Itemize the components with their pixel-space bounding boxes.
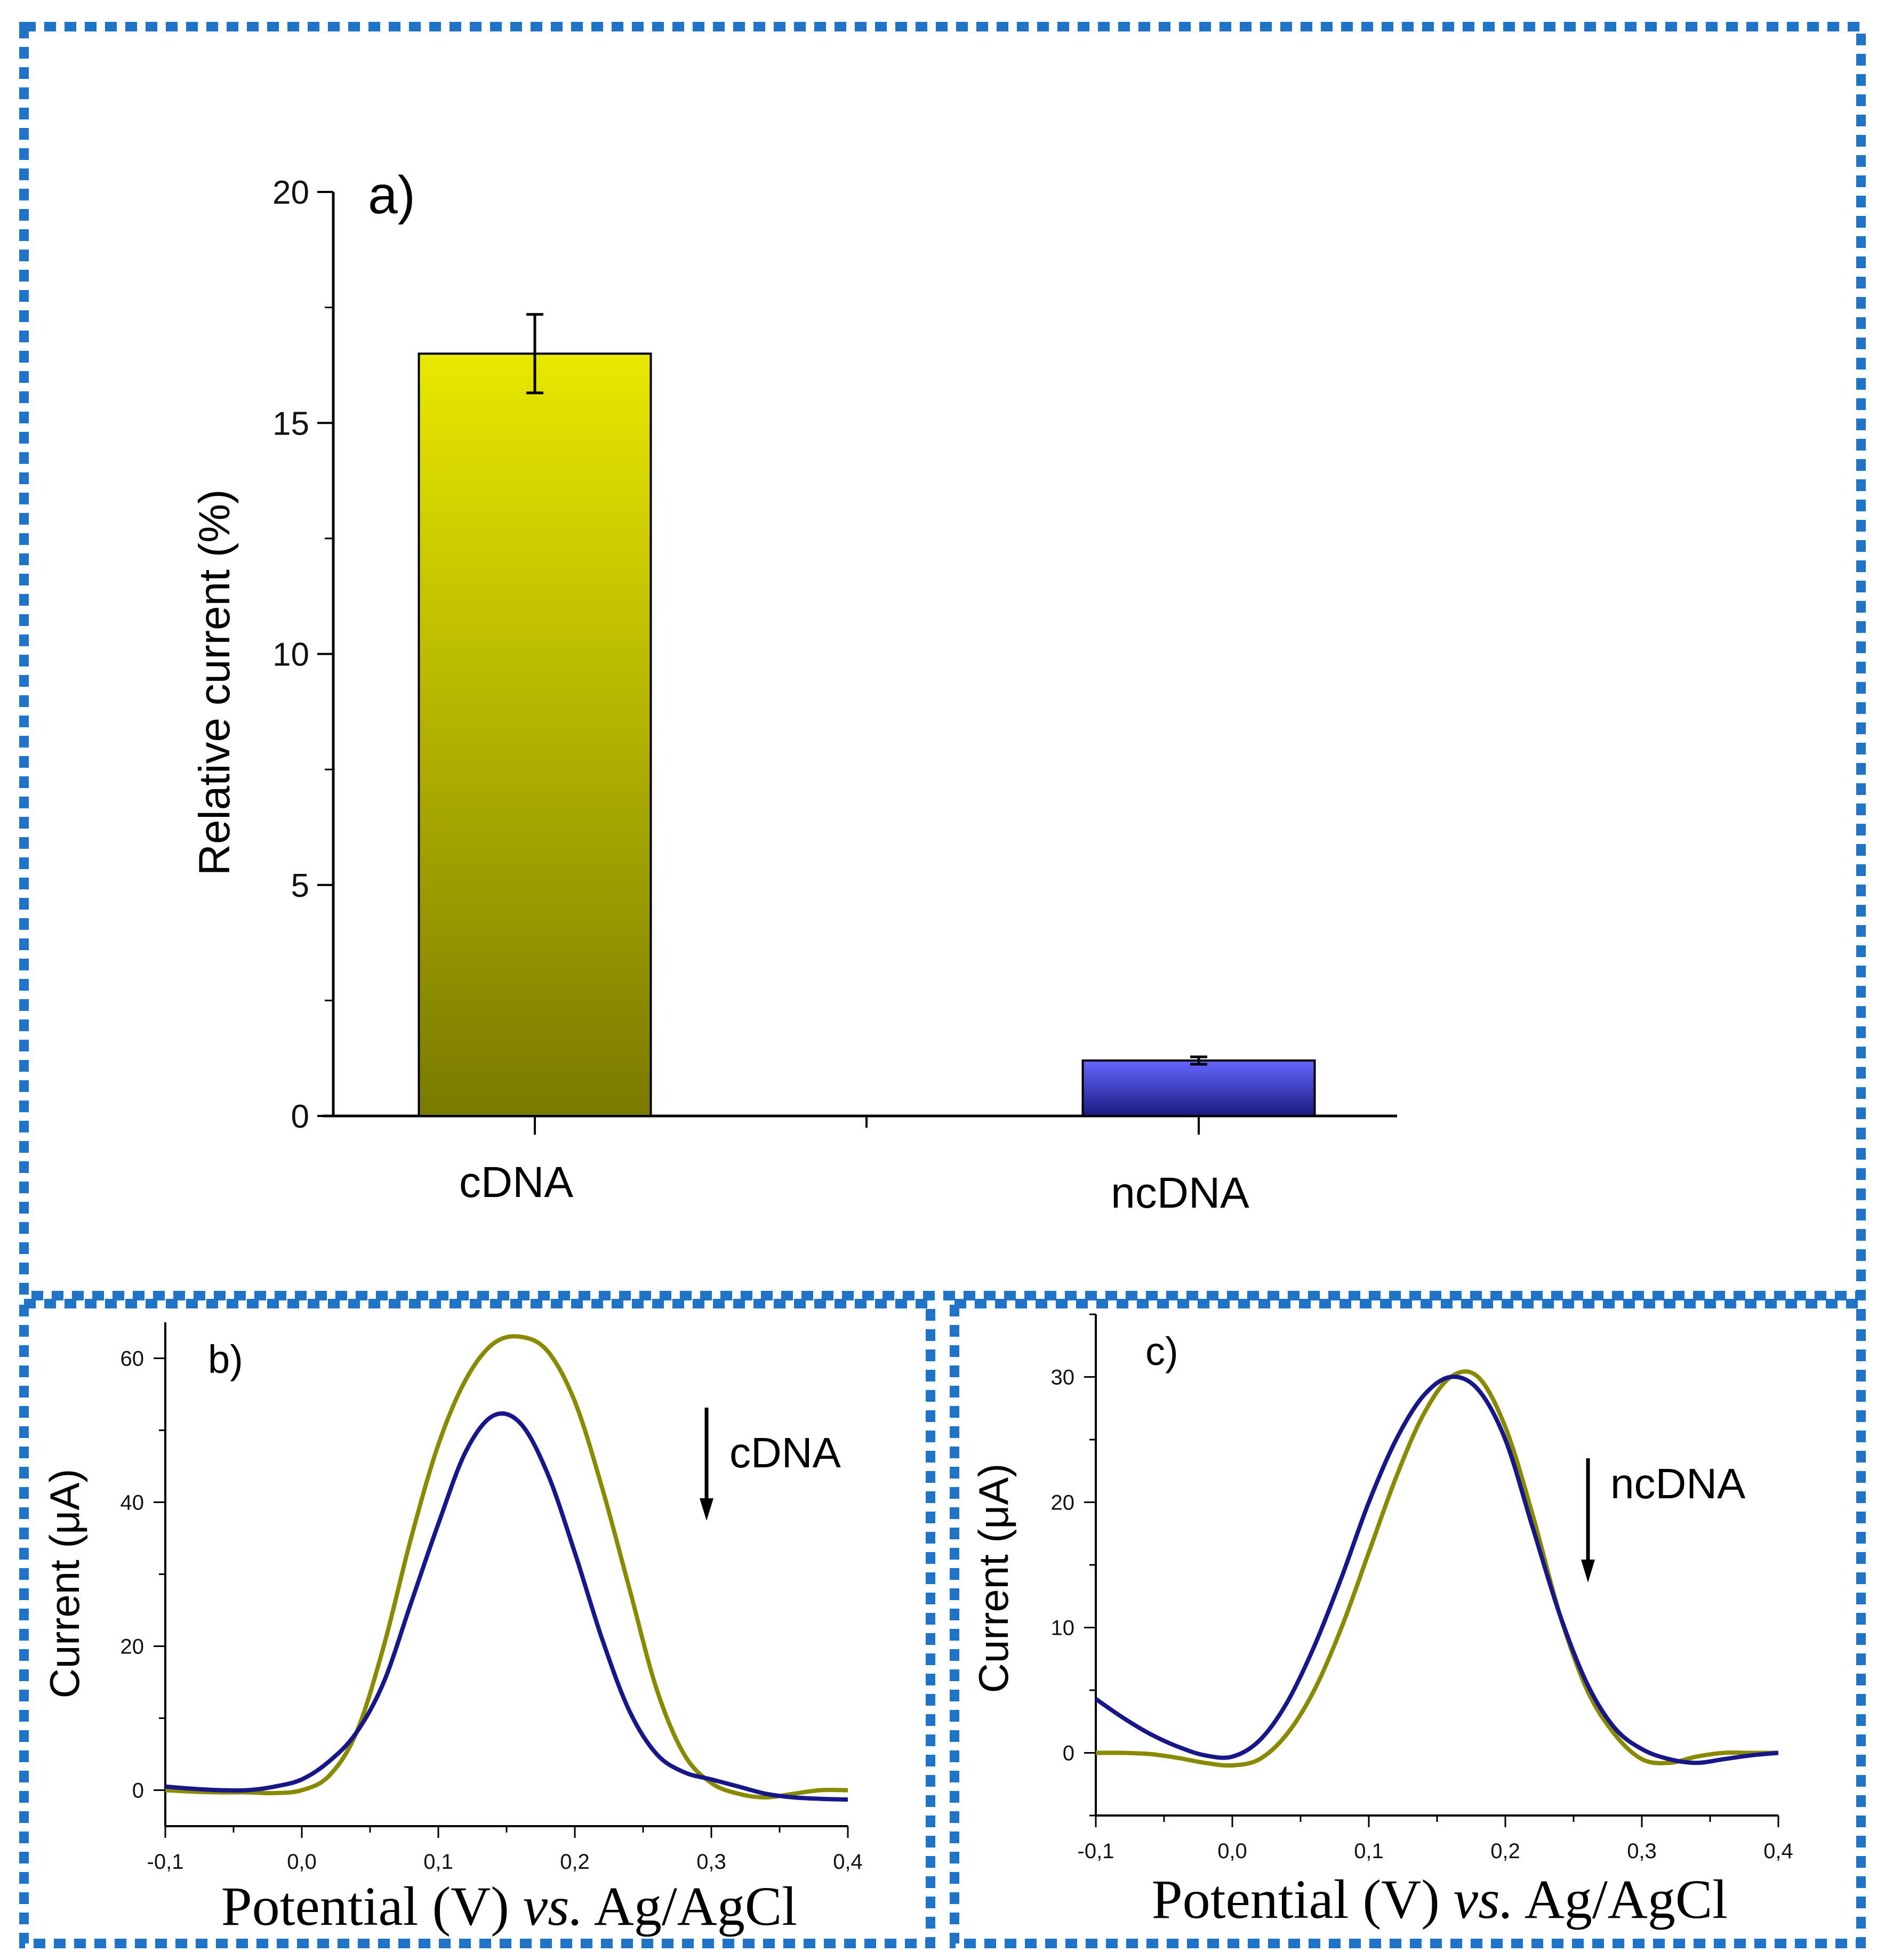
x-tick-label: 0,3	[696, 1850, 726, 1874]
panel-a-y-axis-title: Relative current (%)	[190, 489, 239, 876]
x-tick-label: 0,1	[1354, 1839, 1384, 1863]
x-tick-label: 0,2	[560, 1850, 590, 1874]
panel-b-down-arrow-head	[700, 1498, 713, 1521]
frame-panel-a	[19, 22, 1866, 1300]
panel-a-letter: a)	[368, 165, 415, 225]
y-tick-label: 20	[121, 1635, 145, 1659]
panel-c-x-title-part1: Potential (V)	[1152, 1869, 1454, 1930]
y-tick-label: 20	[272, 174, 309, 211]
panel-c-axes: -0,1 0,0 0,1 0,2 0,3 0,4 0 10 20 30	[1051, 1313, 1793, 1863]
panel-b-letter: b)	[208, 1337, 243, 1381]
y-tick-label: 30	[1051, 1366, 1075, 1389]
x-category-label-ncDNA: ncDNA	[1111, 1169, 1249, 1217]
y-tick-label: 0	[132, 1779, 144, 1803]
x-tick-label: 0,4	[1763, 1839, 1793, 1863]
frame-panel-c	[950, 1299, 1866, 1948]
panel-a-bar-chart: 0 5 10 15 20 cDNA ncDNA a) Relative current (…	[190, 165, 1397, 1217]
x-tick-label: 0,0	[1217, 1839, 1247, 1863]
panel-b-x-axis-title: Potential (V) vs. Ag/AgCl	[221, 1876, 797, 1937]
panel-c-x-title-part3: Ag/AgCl	[1514, 1869, 1728, 1930]
y-tick-label: 60	[121, 1347, 145, 1371]
y-tick-label: 20	[1051, 1491, 1075, 1515]
panel-c-line-chart: -0,1 0,0 0,1 0,2 0,3 0,4 0 10 20 30 c) Current (μ…	[970, 1313, 1793, 1930]
panel-c-x-axis-title: Potential (V) vs. Ag/AgCl	[1152, 1869, 1728, 1930]
y-tick-label: 5	[291, 867, 309, 904]
panel-frames	[19, 22, 1866, 1948]
bar-cDNA	[418, 352, 652, 1117]
panel-b-line-chart: -0,1 0,0 0,1 0,2 0,3 0,4 0 20 40 60 b) Current (μ…	[41, 1322, 863, 1937]
x-tick-label: 0,3	[1627, 1839, 1657, 1863]
panel-b-y-axis-title: Current (μA)	[41, 1469, 88, 1699]
frame-panel-b	[19, 1299, 935, 1948]
y-tick-label: 15	[272, 405, 309, 442]
y-tick-label: 0	[291, 1098, 309, 1135]
x-category-label-cDNA: cDNA	[459, 1158, 573, 1207]
y-tick-label: 10	[272, 637, 309, 673]
x-tick-label: -0,1	[147, 1850, 184, 1874]
x-tick-label: 0,2	[1490, 1839, 1520, 1863]
x-tick-label: 0,0	[287, 1850, 317, 1874]
x-tick-label: -0,1	[1078, 1839, 1114, 1863]
panel-b-x-title-part3: Ag/AgCl	[583, 1876, 798, 1937]
panel-c-annotation: ncDNA	[1610, 1460, 1746, 1507]
panel-a-labels: cDNA ncDNA	[459, 1158, 1249, 1217]
bar-ncDNA	[1081, 1059, 1316, 1118]
y-tick-label: 40	[121, 1491, 145, 1515]
panel-c-y-axis-title: Current (μA)	[970, 1464, 1017, 1693]
y-tick-label: 10	[1051, 1617, 1075, 1640]
panel-c-curves	[1094, 1369, 1779, 1768]
panel-c-x-title-italic: vs.	[1454, 1869, 1514, 1930]
x-tick-label: 0,1	[423, 1850, 453, 1874]
panel-b-x-title-italic: vs.	[523, 1876, 583, 1937]
panel-b-curves	[165, 1334, 848, 1802]
panel-b-axes: -0,1 0,0 0,1 0,2 0,3 0,4 0 20 40 60	[121, 1322, 863, 1874]
x-tick-label: 0,4	[833, 1850, 863, 1874]
curve-before	[1095, 1369, 1778, 1768]
panel-b-x-title-part1: Potential (V)	[221, 1876, 523, 1937]
curve-before	[165, 1334, 848, 1800]
panel-c-letter: c)	[1145, 1329, 1178, 1373]
panel-b-annotation: cDNA	[729, 1429, 841, 1476]
panel-a-bars	[418, 313, 1316, 1118]
panel-c-down-arrow-head	[1581, 1560, 1595, 1583]
curve-after	[1094, 1375, 1779, 1765]
curve-after	[165, 1411, 848, 1802]
y-tick-label: 0	[1063, 1742, 1074, 1765]
